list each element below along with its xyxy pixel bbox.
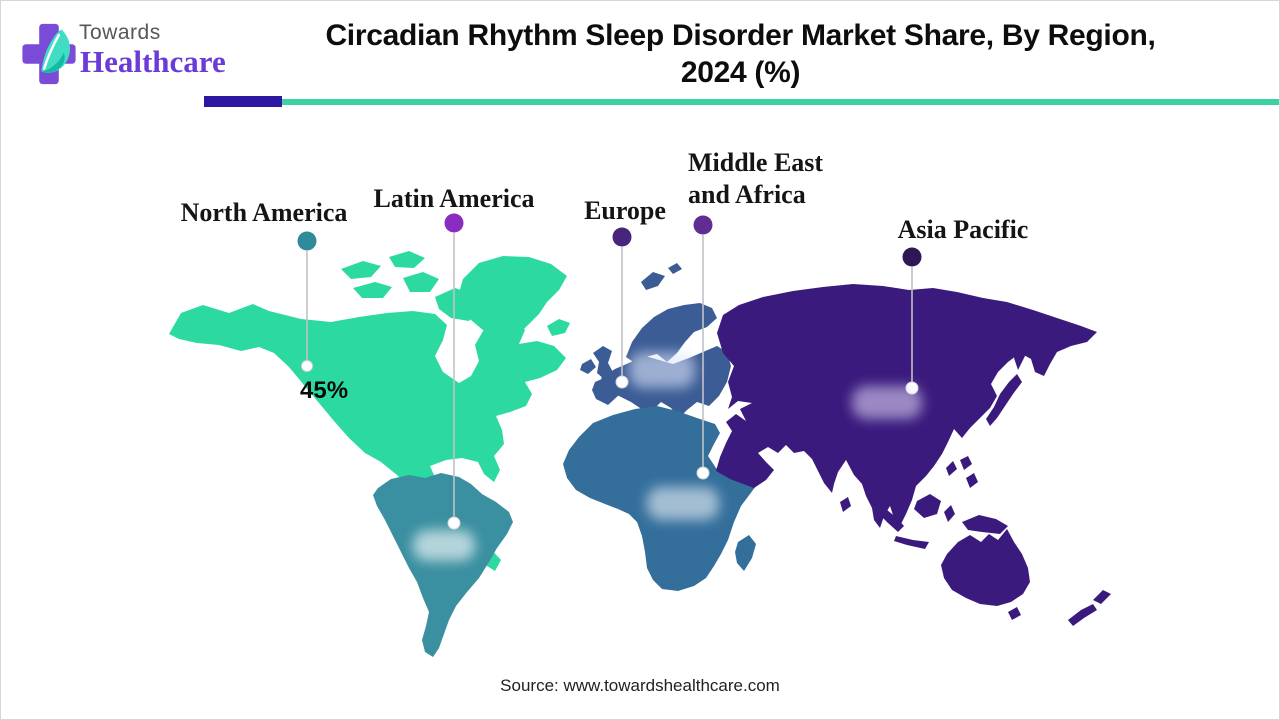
towards-healthcare-logo-icon (22, 23, 76, 85)
new-guinea (962, 515, 1008, 534)
pin-heads (297, 213, 922, 267)
label-asia-pacific: Asia Pacific (897, 215, 1029, 244)
divider-purple-block (204, 96, 282, 107)
south-america (373, 473, 513, 657)
sulawesi (944, 505, 955, 522)
java (894, 536, 929, 549)
pin-end-middle-east-africa (696, 466, 710, 480)
new-zealand-north (1093, 590, 1111, 604)
hispaniola (408, 457, 429, 468)
logo-leaf-shadow (41, 52, 65, 73)
philippines-north (960, 456, 972, 470)
pin-asia-pacific-icon (902, 247, 922, 267)
cuba (374, 448, 411, 459)
logo-healthcare-text: Healthcare (80, 44, 226, 79)
label-north-america: North America (180, 198, 348, 227)
pin-latin-america-icon (444, 213, 464, 233)
japan (986, 374, 1022, 426)
region-europe (580, 263, 731, 419)
canada-archipelago-island (389, 251, 425, 268)
label-middle-east-africa-line1: Middle East (688, 148, 824, 177)
label-middle-east-africa: Middle East and Africa (688, 147, 858, 211)
region-north-america (169, 251, 570, 571)
pin-north-america-icon (297, 231, 317, 251)
value-north-america: 45% (300, 377, 349, 404)
pin-middle-east-africa-icon (693, 215, 713, 235)
blurred-value-europe (629, 352, 695, 388)
label-middle-east-africa-line2: and Africa (688, 180, 806, 209)
philippines-south (966, 473, 978, 488)
label-europe: Europe (584, 196, 666, 225)
region-latin-america (373, 473, 513, 657)
sakhalin (1014, 345, 1025, 370)
great-britain (593, 346, 614, 380)
taiwan (946, 461, 957, 476)
region-asia-pacific (716, 284, 1111, 626)
sri-lanka (840, 497, 851, 512)
sumatra (876, 503, 904, 532)
canada-archipelago-island (353, 282, 392, 298)
pin-end-latin-america (447, 516, 461, 530)
pin-end-north-america (301, 360, 313, 372)
scandinavia (626, 303, 717, 364)
chart-title-line1: Circadian Rhythm Sleep Disorder Market S… (325, 19, 1156, 52)
iceland (547, 319, 570, 336)
svalbard-islet (668, 263, 682, 274)
label-latin-america: Latin America (373, 184, 535, 213)
australia (941, 529, 1030, 606)
north-america-mainland (169, 304, 566, 571)
canada-archipelago-island (403, 272, 439, 292)
pin-lines (306, 233, 913, 520)
divider-teal-line (282, 99, 1279, 105)
chart-title-line2: 2024 (%) (680, 56, 801, 89)
chart-title: Circadian Rhythm Sleep Disorder Market S… (216, 17, 1265, 91)
pin-end-europe (615, 375, 629, 389)
new-zealand-south (1068, 604, 1097, 626)
blurred-value-latin-america (413, 530, 475, 561)
madagascar (735, 535, 756, 571)
pin-europe-icon (612, 227, 632, 247)
greenland (456, 256, 567, 350)
source-text: Source: www.towardshealthcare.com (500, 676, 780, 695)
tasmania (1008, 607, 1021, 620)
blurred-value-middle-east-africa (647, 487, 719, 520)
canada-archipelago-island (341, 261, 381, 279)
logo-towards-text: Towards (79, 21, 161, 44)
logo-leaf-vein (42, 33, 61, 70)
svalbard (641, 272, 665, 290)
caribbean-islet (431, 450, 442, 458)
borneo (914, 494, 941, 518)
ireland (580, 359, 596, 374)
blurred-value-asia-pacific (852, 386, 922, 419)
